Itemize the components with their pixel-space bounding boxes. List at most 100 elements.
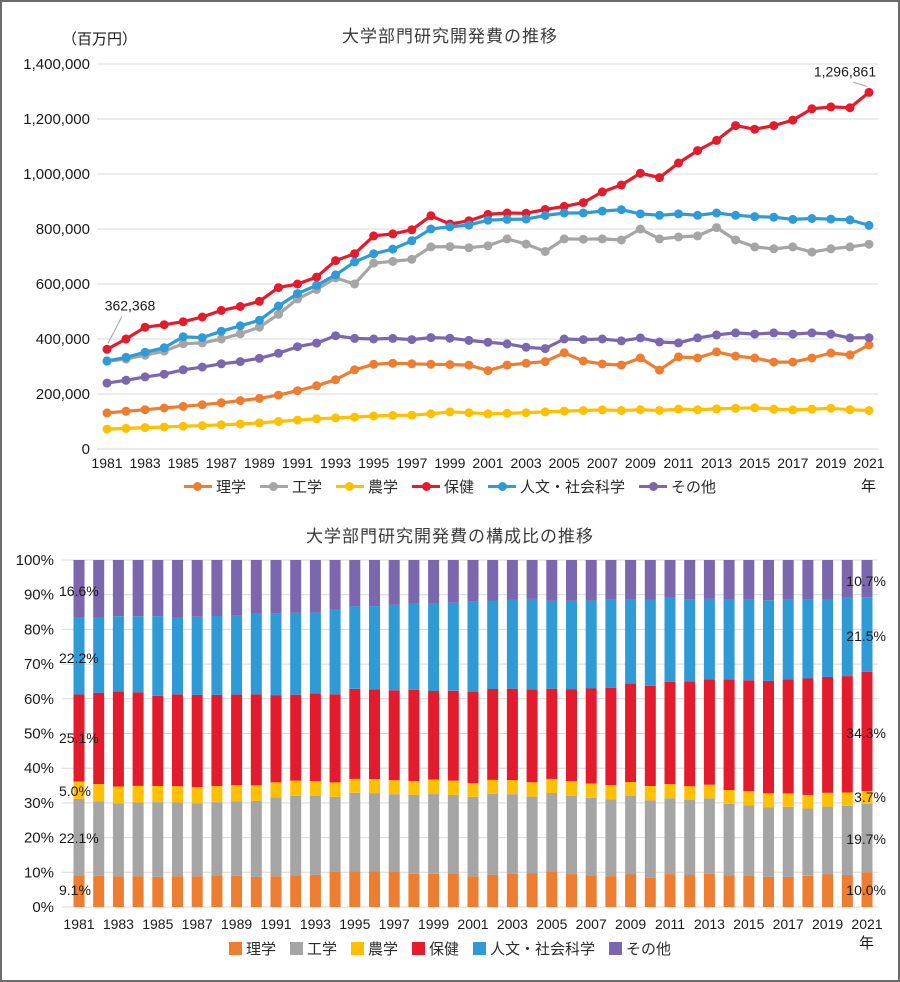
y-axis-tick-label: 70% [24,656,54,673]
percent-label-left: 5.0% [59,783,91,799]
bar-segment-2010-others [644,560,656,600]
data-point-agriculture [788,405,798,415]
bar-segment-2001-science [467,876,479,907]
bar-segment-1984-humanities [132,616,144,693]
y-axis-tick-label: 200,000 [36,386,90,403]
x-axis-tick-label: 1987 [182,916,213,932]
percent-label-right: 34.3% [846,725,886,741]
data-point-humanities [674,209,683,219]
legend-marker-line [412,482,440,491]
bar-segment-1990-science [250,876,262,907]
data-point-others [788,329,798,339]
bar-segment-1982-engineering [93,801,105,876]
bar-segment-2013-engineering [703,798,715,874]
data-point-science [635,353,645,363]
data-point-agriculture [331,413,341,423]
bar-segment-2017-science [782,876,794,907]
data-point-others [369,334,379,344]
data-point-health [197,312,207,322]
data-point-science [274,390,283,400]
bar-segment-1996-others [369,560,380,607]
bar-segment-2015-science [743,875,755,907]
data-point-agriculture [445,407,455,417]
bar-segment-2015-engineering [743,805,755,876]
bar-segment-2006-agriculture [566,781,577,796]
legend-item-engineering: 工学 [289,938,337,959]
bar-segment-1981-humanities [73,617,85,695]
data-point-agriculture [712,404,722,414]
legend-item-agriculture: 農学 [335,476,398,497]
data-point-others [312,338,322,348]
bar-segment-1990-others [250,560,262,614]
bar-segment-2004-science [526,873,538,907]
bar-segment-1993-agriculture [309,780,321,796]
bar-segment-1994-engineering [329,796,341,872]
data-point-health [178,317,188,327]
data-point-humanities [178,332,188,342]
data-point-others [712,330,722,340]
y-axis-tick-label: 10% [24,864,54,881]
data-point-science [616,360,626,370]
y-axis-tick-label: 40% [24,760,54,777]
bar-segment-2013-science [703,873,715,907]
data-point-humanities [140,347,150,357]
x-axis-tick-label: 1997 [379,916,410,932]
bar-segment-1983-humanities [112,616,124,692]
data-point-science [426,359,436,369]
data-point-health [616,180,626,190]
bar-segment-1996-humanities [369,606,380,690]
data-point-agriculture [597,405,607,415]
data-point-others [655,337,664,347]
bar-segment-2021-agriculture [861,791,873,804]
data-point-engineering [578,234,588,244]
bar-segment-2017-humanities [782,599,794,680]
data-point-others [731,328,741,338]
bar-segment-2015-agriculture [743,791,755,806]
legend-marker-line [488,482,517,491]
data-point-others [845,333,855,343]
data-point-humanities [845,215,855,225]
bar-segment-2017-engineering [782,806,794,877]
data-point-humanities [731,210,741,220]
bar-segment-1993-humanities [309,612,321,694]
data-point-others [502,339,512,349]
data-point-others [674,338,683,348]
data-point-humanities [274,301,283,311]
y-axis-unit-label: （百万円） [62,31,138,48]
data-point-others [635,333,645,343]
bar-segment-1995-health [349,688,361,779]
data-point-others [521,342,531,352]
bar-segment-2021-humanities [861,597,873,672]
data-point-science [464,360,474,370]
bar-segment-2013-humanities [703,598,715,680]
bar-segment-1996-engineering [369,793,380,872]
data-point-agriculture [426,409,436,419]
bar-segment-1988-others [211,560,223,616]
bar-segment-2019-humanities [822,599,834,677]
bar-segment-2019-agriculture [822,792,834,807]
data-point-humanities [312,280,322,290]
bar-segment-1981-health [73,694,85,782]
bar-segment-2000-engineering [447,794,459,874]
bar-segment-2010-agriculture [644,786,656,801]
data-point-science [312,381,322,391]
bar-segment-2016-engineering [763,807,774,877]
data-point-engineering [655,234,664,244]
data-point-science [178,401,188,411]
y-axis-tick-label: 80% [24,621,54,638]
data-point-science [807,353,817,363]
data-point-agriculture [159,422,169,432]
data-point-science [712,347,722,357]
bar-segment-1987-others [191,560,203,617]
x-axis-tick-label: 2019 [815,455,846,471]
x-axis-tick-label: 2009 [625,455,656,471]
data-point-agriculture [216,420,226,430]
data-point-science [407,359,417,369]
bar-segment-1984-agriculture [132,786,144,803]
data-point-engineering [235,329,245,339]
bar-segment-1983-science [112,876,124,907]
annotation-leader-line [853,81,868,87]
bar-segment-2005-science [546,871,558,907]
x-axis-tick-label: 2011 [655,916,685,932]
